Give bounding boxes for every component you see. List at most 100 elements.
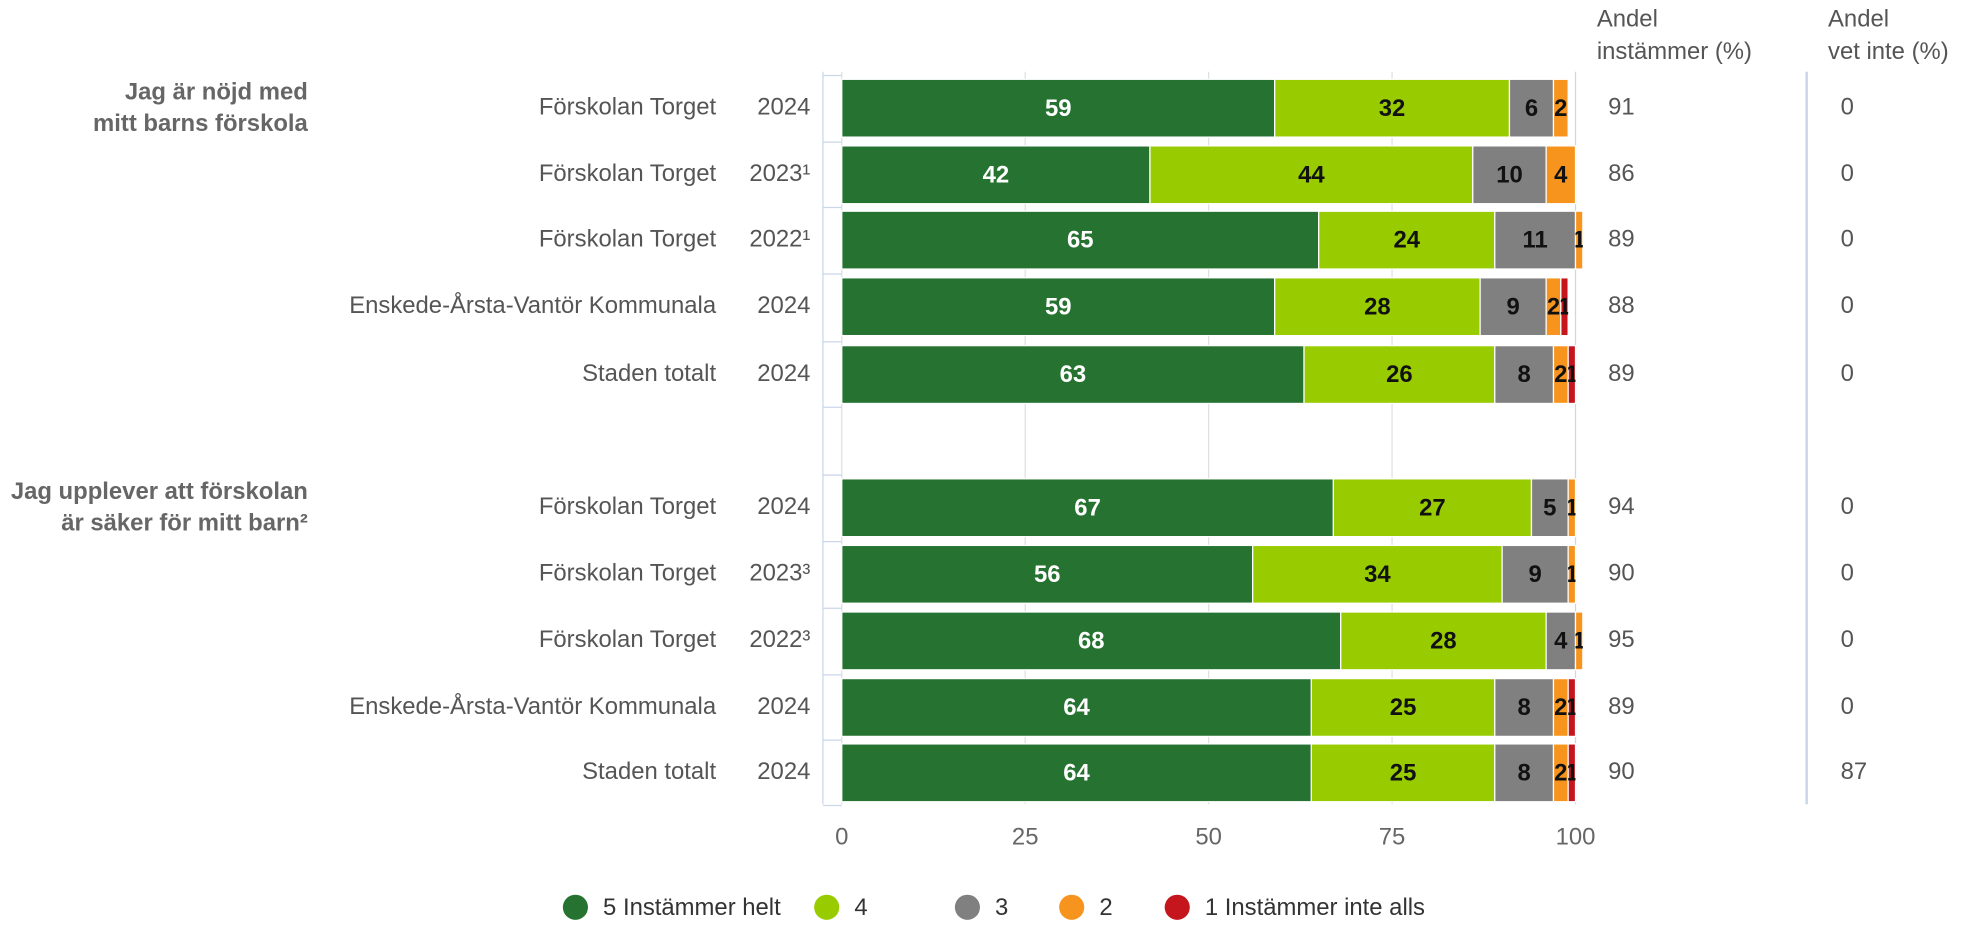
bar-segment — [1567, 544, 1577, 604]
year-label: 2024 — [757, 292, 810, 319]
data-label: 8 — [1517, 694, 1530, 721]
bar-segment — [841, 78, 1276, 138]
legend-marker — [954, 894, 980, 920]
year-label: 2022¹ — [749, 225, 810, 252]
dont-know-value: 0 — [1841, 292, 1854, 319]
legend-label: 2 — [1099, 894, 1112, 921]
dont-know-value: 87 — [1841, 758, 1868, 785]
x-tick-label: 100 — [1556, 823, 1596, 850]
bar-segment — [841, 478, 1334, 538]
category-label: Enskede-Årsta-Vantör Kommunala — [349, 692, 717, 720]
bar-segment — [841, 544, 1254, 604]
category-label: Förskolan Torget — [539, 160, 717, 187]
group-label: är säker för mitt barn² — [61, 509, 308, 536]
bar-segment — [1530, 478, 1569, 538]
data-label: 1 — [1565, 561, 1578, 588]
legend-label: 1 Instämmer inte alls — [1205, 894, 1425, 921]
category-label: Förskolan Torget — [539, 94, 717, 121]
data-label: 64 — [1063, 759, 1090, 786]
column-header: Andel — [1597, 6, 1658, 33]
data-label: 2 — [1547, 293, 1560, 320]
group-label: Jag är nöjd med — [125, 78, 308, 105]
bar-segment — [841, 345, 1305, 405]
bar-segment — [1472, 145, 1547, 205]
bar-segment — [1501, 544, 1569, 604]
bar-segment — [1494, 210, 1577, 270]
x-tick-label: 0 — [835, 823, 848, 850]
bar-segment — [1252, 544, 1503, 604]
agree-value: 88 — [1608, 292, 1635, 319]
bar-segment — [841, 743, 1312, 803]
data-label: 6 — [1525, 95, 1538, 122]
x-tick-label: 25 — [1012, 823, 1039, 850]
bar-segment — [1545, 145, 1577, 205]
data-label: 42 — [983, 161, 1010, 188]
data-label: 4 — [1554, 161, 1568, 188]
year-label: 2024 — [757, 360, 810, 387]
column-header: Andel — [1828, 6, 1889, 33]
category-label: Enskede-Årsta-Vantör Kommunala — [349, 291, 717, 319]
bar-segment — [1574, 611, 1584, 671]
year-label: 2022³ — [749, 626, 810, 653]
column-header: instämmer (%) — [1597, 38, 1752, 65]
agree-value: 91 — [1608, 94, 1635, 121]
dont-know-value: 0 — [1841, 560, 1854, 587]
bar-segment — [1567, 677, 1577, 738]
data-label: 27 — [1419, 494, 1446, 521]
x-tick-label: 50 — [1195, 823, 1222, 850]
data-label: 1 — [1573, 627, 1586, 654]
data-label: 1 — [1558, 293, 1571, 320]
data-label: 68 — [1078, 627, 1105, 654]
bar-segment — [841, 145, 1151, 205]
year-label: 2023¹ — [749, 160, 810, 187]
data-label: 32 — [1379, 95, 1406, 122]
data-label: 1 — [1573, 227, 1586, 254]
legend-label: 4 — [854, 894, 867, 921]
dont-know-value: 0 — [1841, 160, 1854, 187]
legend-label: 5 Instämmer helt — [603, 894, 781, 921]
data-label: 4 — [1554, 627, 1568, 654]
bar-segment — [1149, 145, 1474, 205]
bar-segment — [1574, 210, 1584, 270]
group-label: Jag upplever att förskolan — [11, 478, 308, 505]
bar-segment — [1560, 277, 1569, 337]
data-label: 28 — [1364, 293, 1391, 320]
data-label: 8 — [1517, 361, 1530, 388]
dont-know-value: 0 — [1841, 626, 1854, 653]
dont-know-value: 0 — [1841, 360, 1854, 387]
data-label: 1 — [1565, 759, 1578, 786]
agree-value: 89 — [1608, 225, 1635, 252]
dont-know-value: 0 — [1841, 94, 1854, 121]
legend-label: 3 — [995, 894, 1008, 921]
data-label: 24 — [1393, 227, 1420, 254]
bar-segment — [841, 277, 1276, 337]
data-label: 11 — [1523, 227, 1548, 254]
bar-segment — [1310, 677, 1496, 738]
data-label: 10 — [1496, 161, 1523, 188]
legend-marker — [814, 894, 840, 920]
bar-segment — [1318, 210, 1496, 270]
category-label: Förskolan Torget — [539, 493, 717, 520]
bar-segment — [1567, 743, 1577, 803]
category-label: Förskolan Torget — [539, 560, 717, 587]
year-label: 2023³ — [749, 560, 810, 587]
agree-value: 90 — [1608, 560, 1635, 587]
bar-segment — [1479, 277, 1547, 337]
legend-marker — [562, 894, 588, 920]
bar-segment — [1494, 743, 1555, 803]
bar-segment — [1303, 345, 1496, 405]
data-label: 2 — [1554, 95, 1567, 122]
legend-marker — [1059, 894, 1085, 920]
data-label: 1 — [1565, 694, 1578, 721]
category-label: Staden totalt — [582, 360, 716, 387]
bar-segment — [1494, 345, 1555, 405]
bar-segment — [1332, 478, 1533, 538]
data-label: 1 — [1565, 361, 1578, 388]
data-label: 25 — [1390, 759, 1417, 786]
data-label: 67 — [1074, 494, 1101, 521]
category-label: Staden totalt — [582, 758, 716, 785]
dont-know-value: 0 — [1841, 493, 1854, 520]
bar-segment — [841, 677, 1312, 738]
data-label: 25 — [1390, 694, 1417, 721]
